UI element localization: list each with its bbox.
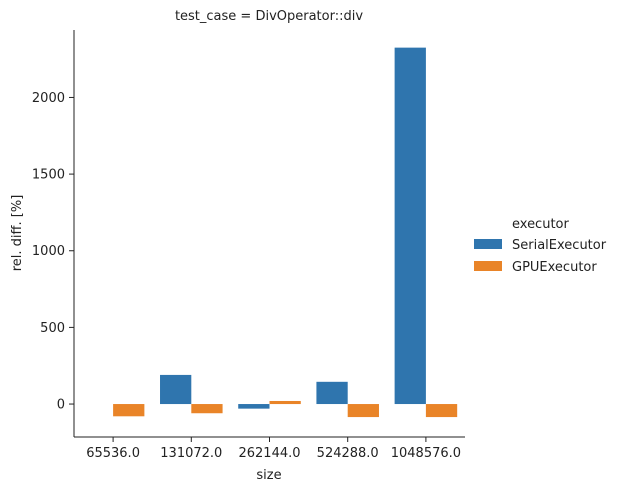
legend: executor SerialExecutor GPUExecutor: [474, 217, 607, 275]
bar-GPUExecutor-65536.0: [113, 404, 145, 417]
bar-GPUExecutor-1048576.0: [425, 404, 458, 418]
panel-title: test_case = DivOperator::div: [175, 9, 363, 24]
x-tick-label: 262144.0: [238, 446, 300, 461]
y-tick-label: 0: [57, 398, 65, 413]
y-axis: 0 500 1000 1500 2000: [32, 91, 74, 413]
bars-group: [113, 47, 458, 418]
bar-SerialExecutor-131072.0: [160, 374, 192, 405]
bar-GPUExecutor-262144.0: [269, 400, 301, 405]
y-tick-label: 500: [40, 321, 65, 336]
y-tick-label: 1500: [32, 168, 65, 183]
legend-label-GPUExecutor: GPUExecutor: [512, 260, 597, 275]
x-axis: 65536.0 131072.0 262144.0 524288.0 1048576.0: [86, 437, 461, 461]
legend-title: executor: [512, 217, 569, 232]
bar-SerialExecutor-524288.0: [316, 381, 348, 405]
legend-label-SerialExecutor: SerialExecutor: [512, 238, 607, 253]
x-tick-label: 1048576.0: [391, 446, 461, 461]
x-tick-label: 65536.0: [86, 446, 140, 461]
y-tick-label: 1000: [32, 244, 65, 259]
x-axis-label: size: [256, 468, 281, 483]
x-tick-label: 131072.0: [160, 446, 222, 461]
bar-SerialExecutor-262144.0: [238, 404, 270, 409]
bar-GPUExecutor-131072.0: [191, 404, 223, 414]
y-axis-label: rel. diff. [%]: [10, 195, 25, 272]
bar-GPUExecutor-524288.0: [347, 404, 379, 418]
bar-SerialExecutor-1048576.0: [394, 47, 426, 405]
y-tick-label: 2000: [32, 91, 65, 106]
x-tick-label: 524288.0: [317, 446, 379, 461]
legend-swatch-SerialExecutor: [474, 239, 502, 249]
legend-swatch-GPUExecutor: [474, 261, 502, 271]
